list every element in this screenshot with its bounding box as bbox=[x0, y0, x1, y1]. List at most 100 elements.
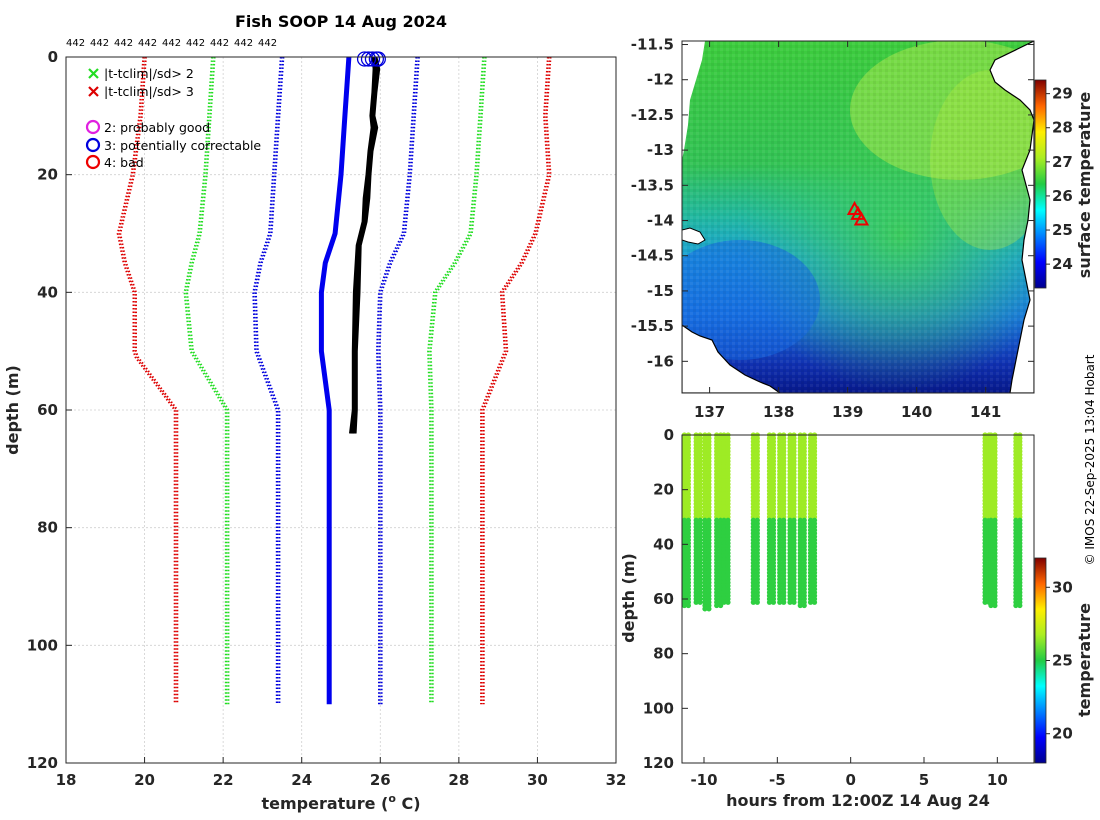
count-label: 442 bbox=[90, 38, 109, 49]
legend-circle-flag2: 2: probably good bbox=[85, 119, 210, 135]
sst-colorbar-tick-label: 29 bbox=[1052, 85, 1073, 103]
clim-sd3-line bbox=[116, 56, 176, 705]
temp-colorbar-label: temperature bbox=[1075, 603, 1094, 717]
cast-point bbox=[718, 602, 724, 609]
cast-point bbox=[681, 602, 688, 609]
cast-point bbox=[988, 602, 994, 609]
timeseries-ytick-label: 0 bbox=[664, 426, 674, 444]
timeseries-ytick-label: 60 bbox=[653, 590, 674, 608]
clim-sd2-line bbox=[185, 56, 230, 705]
clim-sd2-line bbox=[427, 56, 485, 705]
count-label: 442 bbox=[258, 38, 277, 49]
legend: |t-tclim|/sd> 2 |t-tclim|/sd> 3 2: proba… bbox=[85, 66, 261, 170]
profile-xtick-label: 20 bbox=[134, 771, 155, 789]
clim-mean-line bbox=[318, 56, 352, 705]
map-ticks: 137 138 139 140 141 -11.5 -12 -12.5 -13 -13.5 -14 -… bbox=[631, 36, 1034, 421]
count-label: 442 bbox=[162, 38, 181, 49]
map-ytick-label: -12 bbox=[647, 71, 674, 89]
cast-column bbox=[766, 432, 777, 605]
sst-colorbar-tick-label: 27 bbox=[1052, 153, 1073, 171]
profile-xtick-label: 32 bbox=[606, 771, 627, 789]
cast-point bbox=[791, 599, 797, 605]
blue-circle-icon bbox=[85, 137, 101, 153]
cast-point bbox=[807, 599, 814, 605]
count-label: 442 bbox=[210, 38, 229, 49]
pixel-texture bbox=[682, 41, 1034, 393]
timeseries-xtick-label: 10 bbox=[987, 771, 1008, 789]
legend-circle-flag3: 3: potentially correctable bbox=[85, 137, 261, 153]
profile-ytick-label: 0 bbox=[48, 48, 58, 66]
cast-point bbox=[693, 599, 699, 605]
cast-column bbox=[797, 432, 807, 609]
cast-point bbox=[725, 599, 731, 605]
cast-point bbox=[777, 599, 783, 605]
timeseries-xtick-label: 5 bbox=[919, 771, 929, 789]
timeseries-ytick-label: 120 bbox=[643, 754, 674, 772]
profile-xtick-label: 28 bbox=[448, 771, 469, 789]
profile-ticks: 18 20 22 24 26 28 30 32 0 20 40 60 80 100 120 bbox=[27, 48, 627, 789]
land-east bbox=[989, 41, 1034, 393]
timeseries-plot-area bbox=[682, 435, 1034, 763]
magenta-circle-icon bbox=[85, 119, 101, 135]
cast-point bbox=[714, 602, 720, 609]
map-ytick-label: -13 bbox=[647, 141, 674, 159]
flag-circle bbox=[364, 51, 381, 67]
cast-column bbox=[714, 432, 724, 609]
profile-xtick-label: 24 bbox=[291, 771, 312, 789]
map-xtick-label: 138 bbox=[763, 403, 794, 421]
cast-point bbox=[787, 599, 793, 605]
map-xtick-label: 137 bbox=[694, 403, 725, 421]
count-labels: 442 442 442 442 442 442 442 442 442 bbox=[66, 38, 277, 49]
cast-point bbox=[982, 599, 988, 605]
cast-column bbox=[787, 432, 797, 605]
timeseries-casts bbox=[681, 432, 1023, 612]
cast-point bbox=[685, 602, 692, 609]
timeseries-x-label: hours from 12:00Z 14 Aug 24 bbox=[726, 791, 990, 810]
legend-label-flag3: 3: potentially correctable bbox=[104, 138, 261, 153]
cast-point bbox=[797, 602, 803, 609]
cast-point bbox=[702, 606, 708, 612]
map-markers bbox=[846, 200, 870, 226]
profile-panel: 18 20 22 24 26 28 30 32 0 20 40 60 80 100 120 Fish SOO… bbox=[3, 12, 626, 813]
flag-circle bbox=[360, 51, 377, 67]
legend-label-sd3: |t-tclim|/sd> 3 bbox=[104, 84, 194, 99]
clim-sd1-line bbox=[252, 56, 282, 705]
legend-circle-flag4: 4: bad bbox=[85, 154, 144, 170]
land-west-bump bbox=[682, 227, 706, 245]
count-label: 442 bbox=[186, 38, 205, 49]
cast-column bbox=[693, 432, 703, 605]
profile-xtick-label: 18 bbox=[56, 771, 77, 789]
legend-label-sd2: |t-tclim|/sd> 2 bbox=[104, 66, 194, 81]
cast-point bbox=[1017, 602, 1023, 609]
timeseries-ytick-label: 20 bbox=[653, 481, 674, 499]
map-ytick-label: -15 bbox=[647, 282, 674, 300]
timeseries-xtick-label: 0 bbox=[845, 771, 855, 789]
sst-colorbar-label: surface temperature bbox=[1075, 92, 1094, 279]
chart-title: Fish SOOP 14 Aug 2024 bbox=[235, 12, 447, 31]
map-ytick-label: -11.5 bbox=[631, 36, 674, 54]
sst-map-panel: 137 138 139 140 141 -11.5 -12 -12.5 -13 -13.5 -14 -… bbox=[631, 36, 1094, 421]
cast-point bbox=[801, 602, 807, 609]
count-label: 442 bbox=[234, 38, 253, 49]
timeseries-y-label: depth (m) bbox=[619, 553, 638, 643]
cast-column bbox=[750, 432, 760, 605]
sst-colorbar-tick-label: 28 bbox=[1052, 119, 1073, 137]
cast-point bbox=[770, 599, 777, 605]
x-axis-label-main: temperature ( bbox=[261, 794, 388, 813]
cast-column bbox=[777, 432, 787, 605]
cast-column bbox=[681, 432, 692, 609]
cast-column bbox=[702, 432, 712, 612]
sst-colorbar-tick-label: 26 bbox=[1052, 187, 1073, 205]
flag-circle bbox=[368, 51, 385, 67]
profile-lines bbox=[116, 51, 552, 705]
map-ytick-label: -15.5 bbox=[631, 317, 674, 335]
cast-column bbox=[807, 432, 818, 605]
x-axis-label-end: C) bbox=[396, 794, 421, 813]
map-ytick-label: -14.5 bbox=[631, 247, 674, 265]
profile-ytick-label: 100 bbox=[27, 636, 58, 654]
cast-column bbox=[988, 432, 998, 609]
land-west-north bbox=[682, 41, 705, 160]
